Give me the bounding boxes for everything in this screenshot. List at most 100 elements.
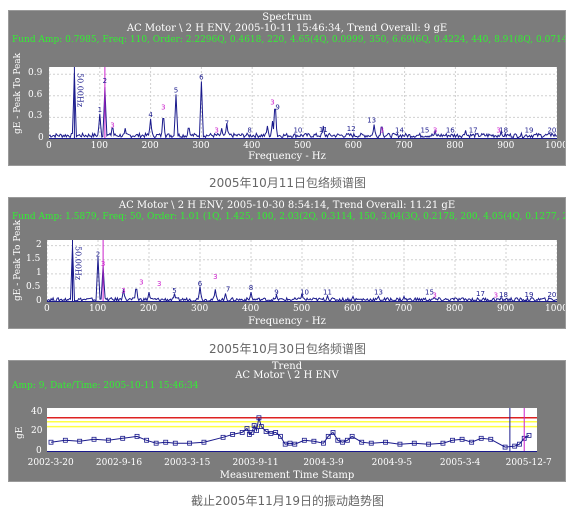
order-label: 3 [161,104,165,112]
trend-point [359,439,365,445]
y-tick-label: 0.3 [28,111,43,122]
trend-point [368,440,374,446]
trend-panel: Trend AC Motor \ 2 H ENV Amp: 9, Date/Ti… [8,360,566,482]
order-label: 18 [499,127,508,135]
chart-title: Spectrum [262,12,312,23]
order-label: 19 [525,127,534,135]
trend-point [254,428,259,433]
trend-point [459,436,465,442]
spectrum-panel-2: AC Motor \ 2 H ENV, 2005-10-30 8:54:14, … [8,197,566,329]
order-label: 3 [101,260,105,268]
caption-1: 2005年10月11日包络频谱图 [208,176,367,190]
order-label: 3 [157,280,161,288]
order-label: 17 [476,290,485,298]
trend-point [278,433,283,439]
order-label: 3 [433,127,437,135]
trend-point [397,441,403,447]
trend-point [335,437,341,443]
trend-point [268,431,274,436]
trend-point [411,440,417,446]
trend-point [292,441,298,447]
x-tick-label: 700 [395,141,413,151]
y-axis-label: gE - Peak To Peak [13,52,23,134]
trend-point [62,437,68,443]
y-axis-label: gE [15,426,25,439]
x-tick-label: 500 [293,304,311,314]
x-tick-label: 100 [90,141,108,151]
trend-point [478,435,484,441]
x-tick-label: 2003-9-11 [232,458,279,468]
order-label: 7 [225,119,229,127]
trend-point [344,437,350,443]
x-axis-label: Frequency - Hz [248,316,326,327]
chart-subtitle: AC Motor \ 2 H ENV [235,370,339,381]
trend-point [187,440,193,446]
x-tick-label: 300 [191,304,209,314]
trend-point [251,423,257,429]
chart-info: Fund Amp: 0.7985, Freq: 110, Order: 2.22… [12,35,566,45]
y-tick-label: 40 [31,406,43,417]
trend-point [256,415,262,421]
x-tick-label: 1000 [545,141,566,151]
order-label: 18 [499,291,508,299]
trend-point [273,430,279,435]
trend-plot [47,408,537,452]
trend-point [120,435,126,441]
order-label: 19 [524,291,533,299]
x-tick-label: 2002-9-16 [95,458,143,468]
order-label: 7 [226,286,230,294]
x-tick-label: 900 [497,141,515,151]
order-label: 3 [213,273,217,281]
trend-point [239,430,245,435]
trend-point [77,438,83,444]
order-label: 6 [198,280,203,288]
y-tick-label: 0 [36,296,42,306]
order-label: 3 [214,127,218,135]
x-tick-label: 100 [89,304,107,314]
trend-point [488,436,494,442]
y-tick-label: 0.9 [28,68,43,79]
y-tick-label: 20 [31,426,43,437]
order-label: 3 [139,279,143,287]
trend-point [517,441,522,447]
x-tick-label: 2003-3-15 [164,458,211,468]
y-tick-label: 0 [36,446,42,456]
order-label: 9 [275,104,279,112]
x-tick-label: 600 [344,141,362,151]
y-tick-label: 0.5 [26,281,41,292]
order-label: 14 [395,127,404,135]
x-tick-label: 800 [446,141,464,151]
chart-info: Fund Amp: 1.5879, Freq: 50, Order: 1.01 … [12,212,566,222]
cursor-label: 50.00Hz [74,246,83,280]
x-tick-label: 200 [140,304,158,314]
order-label: 5 [172,287,176,295]
order-label: 13 [367,117,376,125]
trend-point [134,433,140,439]
trend-point [450,437,455,443]
trend-point [287,440,293,446]
order-label: 17 [469,127,478,135]
trend-point [301,437,307,443]
order-label: 2 [103,77,107,85]
order-label: 10 [293,127,302,135]
order-label: 10 [300,288,309,296]
trend-point [526,432,532,438]
trend-point [91,436,97,442]
x-tick-label: 900 [497,304,515,314]
order-label: 20 [547,127,556,135]
order-label: 8 [249,284,253,292]
caption-2: 2005年10月30日包络频谱图 [208,342,367,356]
x-tick-label: 2005-12-7 [505,458,552,468]
x-tick-label: 1000 [545,304,566,314]
x-tick-label: 400 [242,304,260,314]
order-label: 4 [148,111,153,119]
trend-point [153,440,159,446]
order-label: 6 [199,73,204,81]
trend-point [230,431,236,437]
chart-subtitle: AC Motor \ 2 H ENV, 2005-10-30 8:54:14, … [118,200,456,211]
order-label: 8 [247,127,251,135]
spectrum-line [49,72,557,139]
plot-area [47,408,537,452]
x-tick-label: 600 [344,304,362,314]
